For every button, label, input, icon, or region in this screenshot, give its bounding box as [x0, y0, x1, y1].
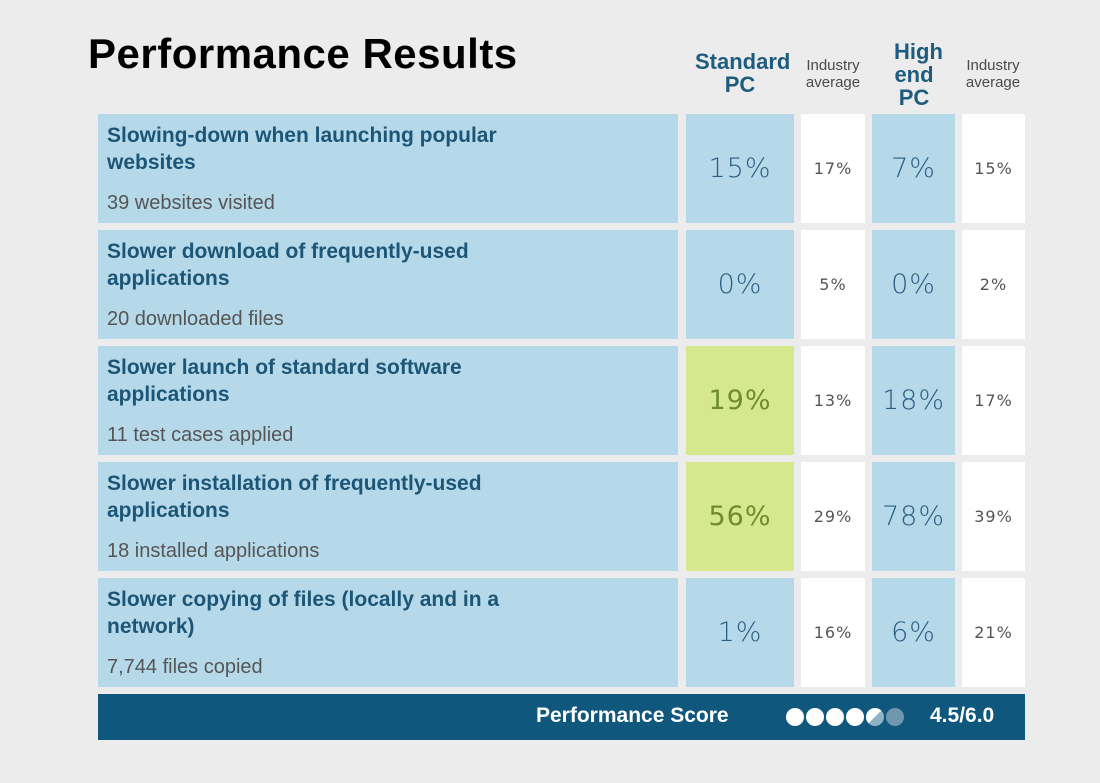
column-header-standard-pc: Standard PC — [683, 50, 797, 96]
high-end-industry-average-value: 2% — [962, 230, 1025, 339]
standard-industry-average-value: 13% — [801, 346, 865, 455]
standard-pc-value: 19% — [686, 346, 794, 455]
row-label-cell: Slowing-down when launching popular webs… — [98, 114, 678, 223]
page-title: Performance Results — [88, 30, 518, 77]
high-end-pc-value: 6% — [872, 578, 955, 687]
score-rating-dots — [786, 708, 904, 726]
high-end-industry-average-value: 17% — [962, 346, 1025, 455]
standard-industry-average-value: 17% — [801, 114, 865, 223]
standard-industry-average-value: 16% — [801, 578, 865, 687]
high-end-industry-average-value: 39% — [962, 462, 1025, 571]
high-end-pc-value: 78% — [872, 462, 955, 571]
industry-average-2-header-text: Industry average — [965, 57, 1021, 91]
performance-score-value: 4.5/6.0 — [930, 704, 995, 727]
standard-pc-value: 0% — [686, 230, 794, 339]
row-label-cell: Slower installation of frequently-used a… — [98, 462, 678, 571]
row-label-cell: Slower copying of files (locally and in … — [98, 578, 678, 687]
column-header-industry-average-1: Industry average — [800, 57, 866, 92]
performance-score-bar: Performance Score 4.5/6.0 — [98, 694, 1025, 740]
rating-dot — [886, 708, 904, 726]
high-end-pc-value: 7% — [872, 114, 955, 223]
industry-average-1-header-text: Industry average — [805, 57, 861, 91]
row-subtitle: 7,744 files copied — [107, 656, 263, 678]
high-end-pc-header-text: High end PC — [894, 39, 943, 111]
high-end-pc-value: 18% — [872, 346, 955, 455]
high-end-pc-value: 0% — [872, 230, 955, 339]
row-subtitle: 39 websites visited — [107, 192, 275, 214]
rating-dot — [806, 708, 824, 726]
row-title: Slowing-down when launching popular webs… — [107, 124, 497, 174]
high-end-industry-average-value: 15% — [962, 114, 1025, 223]
column-header-industry-average-2: Industry average — [960, 57, 1026, 92]
standard-pc-header-text: Standard PC — [695, 49, 791, 98]
row-title: Slower download of frequently-used appli… — [107, 240, 469, 290]
rating-dot — [826, 708, 844, 726]
standard-pc-value: 1% — [686, 578, 794, 687]
row-subtitle: 11 test cases applied — [107, 424, 294, 446]
performance-score-label: Performance Score — [536, 704, 729, 727]
row-title: Slower copying of files (locally and in … — [107, 588, 500, 638]
standard-industry-average-value: 29% — [801, 462, 865, 571]
row-title: Slower installation of frequently-used a… — [107, 472, 482, 522]
standard-pc-value: 56% — [686, 462, 794, 571]
standard-industry-average-value: 5% — [801, 230, 865, 339]
rating-dot — [846, 708, 864, 726]
rating-dot — [786, 708, 804, 726]
row-subtitle: 18 installed applications — [107, 540, 320, 562]
row-label-cell: Slower launch of standard software appli… — [98, 346, 678, 455]
row-title: Slower launch of standard software appli… — [107, 356, 462, 406]
row-subtitle: 20 downloaded files — [107, 308, 284, 330]
high-end-industry-average-value: 21% — [962, 578, 1025, 687]
rating-dot — [866, 708, 884, 726]
standard-pc-value: 15% — [686, 114, 794, 223]
row-label-cell: Slower download of frequently-used appli… — [98, 230, 678, 339]
column-header-high-end-pc: High end PC — [872, 40, 956, 109]
